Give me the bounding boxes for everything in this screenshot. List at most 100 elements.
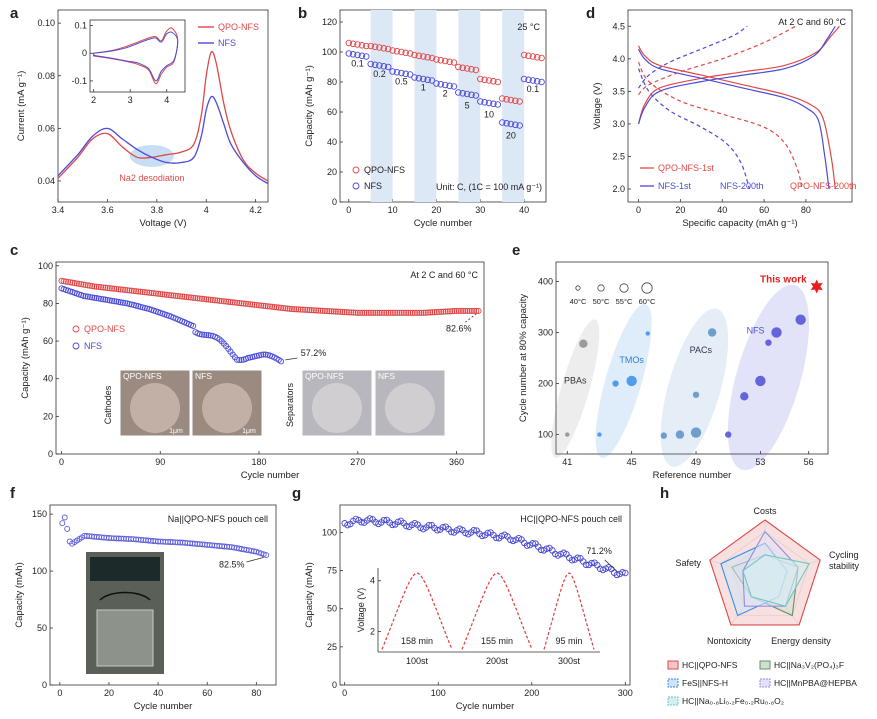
group-region-tmos xyxy=(595,303,652,459)
plot-frame xyxy=(555,261,829,455)
retention-label: 82.6% xyxy=(446,324,472,334)
group-region-nfs xyxy=(727,284,810,471)
sem-particle xyxy=(202,383,252,433)
voltage-curve xyxy=(381,572,453,650)
sem-inset-images: QPO-NFS NFS QPO-NFS NFS Cathodes Separators 1μ… xyxy=(103,369,446,437)
data-point-nfs xyxy=(97,295,105,302)
data-point-qpo-nfs xyxy=(371,43,379,51)
data-point-qpo-nfs xyxy=(384,45,392,53)
legend-label: QPO-NFS xyxy=(364,165,405,175)
data-point xyxy=(529,540,536,547)
radar-legend-swatch xyxy=(759,660,771,670)
y-tick-label: 75 xyxy=(327,566,337,576)
radar-axis-label: Costs xyxy=(753,506,777,516)
data-point-qpo-nfs xyxy=(148,289,155,297)
chart-title: Na||QPO-NFS pouch cell xyxy=(168,514,268,524)
size-legend-label: 40°C xyxy=(570,297,587,306)
data-point-qpo-nfs xyxy=(115,286,122,293)
y-tick-label: 0.06 xyxy=(37,123,55,133)
data-point-nfs xyxy=(238,356,245,364)
size-legend-marker xyxy=(641,282,653,294)
cycle-time-label: 158 min xyxy=(401,636,433,646)
data-point-qpo-nfs xyxy=(73,280,80,287)
y-tick-label: 40 xyxy=(327,137,337,147)
y-axis-label: Voltage (V) xyxy=(592,83,603,130)
radar-axis-label: Safety xyxy=(675,558,701,568)
data-point-qpo-nfs xyxy=(108,285,116,292)
data-point-qpo-nfs xyxy=(137,288,144,295)
y-axis-label: Current (mA g⁻¹) xyxy=(16,71,27,141)
voltage-curve xyxy=(461,572,533,650)
y-tick-label: 60 xyxy=(43,336,53,346)
radar-axis-label: Nontoxicity xyxy=(707,636,752,646)
data-point-nfs xyxy=(262,351,269,358)
radar-legend-label: HC||Na₃V₂(PO₄)₃F xyxy=(774,660,844,670)
data-point-qpo-nfs xyxy=(282,305,289,312)
legend-label: QPO-NFS-200th xyxy=(790,181,857,191)
data-point-nfs xyxy=(503,120,510,127)
rate-band xyxy=(370,10,393,202)
data-point-qpo-nfs xyxy=(159,291,166,298)
data-point-qpo-nfs xyxy=(383,309,390,316)
led-display xyxy=(90,557,160,581)
data-point-qpo-nfs xyxy=(111,285,118,292)
data-point-qpo-nfs xyxy=(84,282,91,289)
data-point-nfs xyxy=(100,296,107,303)
data-point-qpo-nfs xyxy=(78,281,85,288)
x-tick-label: 360 xyxy=(449,457,464,467)
data-point-qpo-nfs xyxy=(378,309,385,316)
x-axis-label: Specific capacity (mAh g⁻¹) xyxy=(682,218,797,229)
data-point-nfs xyxy=(277,358,285,365)
wire xyxy=(99,591,151,601)
data-point-qpo-nfs xyxy=(441,57,449,65)
x-tick-label: 40 xyxy=(153,688,163,698)
plot-frame xyxy=(57,9,269,203)
rate-label: 20 xyxy=(506,131,516,141)
x-tick-label: 0 xyxy=(346,205,351,215)
data-point-qpo-nfs xyxy=(236,299,243,307)
data-point-qpo-nfs xyxy=(424,54,431,61)
data-point-qpo-nfs xyxy=(427,309,434,316)
data-point-qpo-nfs xyxy=(464,307,471,314)
data-point-nfs xyxy=(203,331,210,339)
data-point-nfs xyxy=(93,295,100,302)
data-point-qpo-nfs xyxy=(89,283,96,290)
x-tick-label: 40 xyxy=(717,205,727,215)
data-point-nfs xyxy=(525,76,532,84)
data-point-qpo-nfs xyxy=(468,307,475,314)
data-point-qpo-nfs xyxy=(420,309,427,316)
data-point xyxy=(574,554,581,562)
data-point-nfs xyxy=(490,100,497,108)
data-point-qpo-nfs xyxy=(387,309,394,316)
unit-note: Unit: C, (1C = 100 mA g⁻¹) xyxy=(436,182,542,192)
data-point-nfs xyxy=(507,120,515,128)
data-point-qpo-nfs xyxy=(398,309,405,316)
y-tick-label: 0.08 xyxy=(37,71,55,81)
data-point-nfs xyxy=(450,83,458,90)
data-point-qpo-nfs xyxy=(299,306,306,313)
chart-d-axes: 0 20 40 60 80 2.0 2.5 3.0 3.5 4.0 4.5 Specific capa… xyxy=(592,9,857,229)
data-point-qpo-nfs xyxy=(485,77,493,84)
data-point-qpo-nfs xyxy=(117,286,124,293)
data-point-qpo-nfs xyxy=(86,282,94,289)
group-region-pbas xyxy=(551,319,600,458)
data-point-qpo-nfs xyxy=(67,279,74,286)
data-point-nfs xyxy=(345,50,353,57)
data-point-qpo-nfs xyxy=(310,307,317,314)
data-point-nfs xyxy=(84,293,91,300)
data-point-nfs xyxy=(190,322,197,330)
legend-marker xyxy=(72,342,80,350)
retention-arrow xyxy=(465,313,477,323)
data-point-qpo-nfs xyxy=(176,293,184,300)
data-point-qpo-nfs xyxy=(330,308,337,315)
data-point xyxy=(61,514,68,521)
data-point xyxy=(543,545,550,552)
data-point-pbas xyxy=(579,339,588,348)
data-point-qpo-nfs xyxy=(459,64,466,72)
data-point-qpo-nfs xyxy=(172,292,179,299)
data-point-qpo-nfs xyxy=(165,291,173,299)
y-tick-label: 0.1 xyxy=(74,21,87,31)
data-point xyxy=(484,529,492,537)
data-point xyxy=(523,542,531,549)
